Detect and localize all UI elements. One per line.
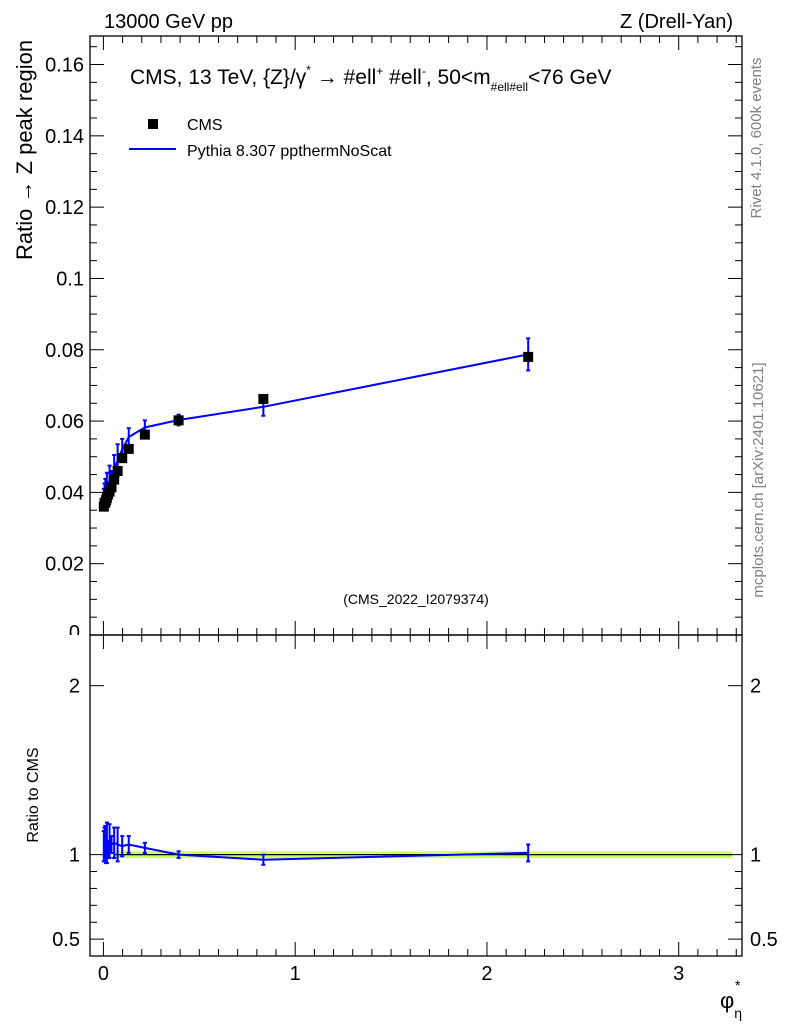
- energy-label: 13000 GeV pp: [104, 11, 233, 33]
- cms-data-point: [117, 453, 128, 464]
- y-tick-label: 0.08: [45, 340, 84, 362]
- legend-cms-label: CMS: [187, 117, 223, 134]
- y-tick-label-zero: 0: [69, 622, 80, 644]
- chart-text-layer: 0.02 0.04 0.06 0.08 0.1 0.12 0.14 0.16 0 0 1 2 3 0.5 0…: [12, 40, 778, 1021]
- y-tick-label: 0.12: [45, 197, 84, 219]
- y-tick-label: 0.1: [56, 268, 84, 290]
- cms-data-point: [173, 415, 184, 426]
- cms-data-point: [109, 474, 120, 485]
- ratio-tick-label-left: 0.5: [52, 929, 80, 951]
- cms-data-point: [112, 465, 123, 476]
- legend-cms-marker: [148, 119, 158, 129]
- chart-title: CMS, 13 TeV, {Z}/γ* → #ell+ #ell-, 50<m#…: [130, 63, 611, 94]
- rivet-version-label: Rivet 4.1.0, 600k events: [748, 58, 765, 219]
- ratio-tick-label-left: 2: [69, 676, 80, 698]
- analysis-watermark: (CMS_2022_I2079374): [343, 591, 489, 607]
- y-tick-label: 0.06: [45, 411, 84, 433]
- ratio-plot-panel: [89, 634, 743, 957]
- x-axis-title: φη: [720, 988, 742, 1021]
- cms-data-point: [523, 351, 534, 362]
- mcplots-credit-label: mcplots.cern.ch [arXiv:2401.10621]: [750, 362, 767, 597]
- y-tick-label: 0.14: [45, 126, 84, 148]
- y-tick-label: 0.04: [45, 482, 84, 504]
- y-axis-title: Ratio → Z peak region: [12, 40, 37, 260]
- x-tick-label: 2: [481, 963, 492, 985]
- ratio-tick-label-right: 2: [750, 676, 761, 698]
- legend-pythia-label: Pythia 8.307 ppthermNoScat: [187, 143, 392, 160]
- y-tick-label: 0.02: [45, 554, 84, 576]
- x-tick-label: 3: [673, 963, 684, 985]
- cms-data-point: [139, 429, 150, 440]
- y-tick-label: 0.16: [45, 55, 84, 77]
- ratio-tick-label-left: 1: [69, 845, 80, 867]
- cms-data-point: [258, 393, 269, 404]
- ratio-axis-title: Ratio to CMS: [25, 747, 42, 842]
- pythia-curve: [102, 353, 529, 500]
- x-tick-label: 0: [98, 963, 109, 985]
- cms-data-point: [123, 443, 134, 454]
- x-tick-label: 1: [290, 963, 301, 985]
- x-axis-title-sup: *: [735, 977, 741, 993]
- process-label: Z (Drell-Yan): [620, 11, 733, 33]
- ratio-tick-label-right: 1: [750, 845, 761, 867]
- cms-data-point: [106, 482, 117, 493]
- ratio-plot-frame: [89, 634, 743, 957]
- ratio-tick-label-right: 0.5: [750, 929, 778, 951]
